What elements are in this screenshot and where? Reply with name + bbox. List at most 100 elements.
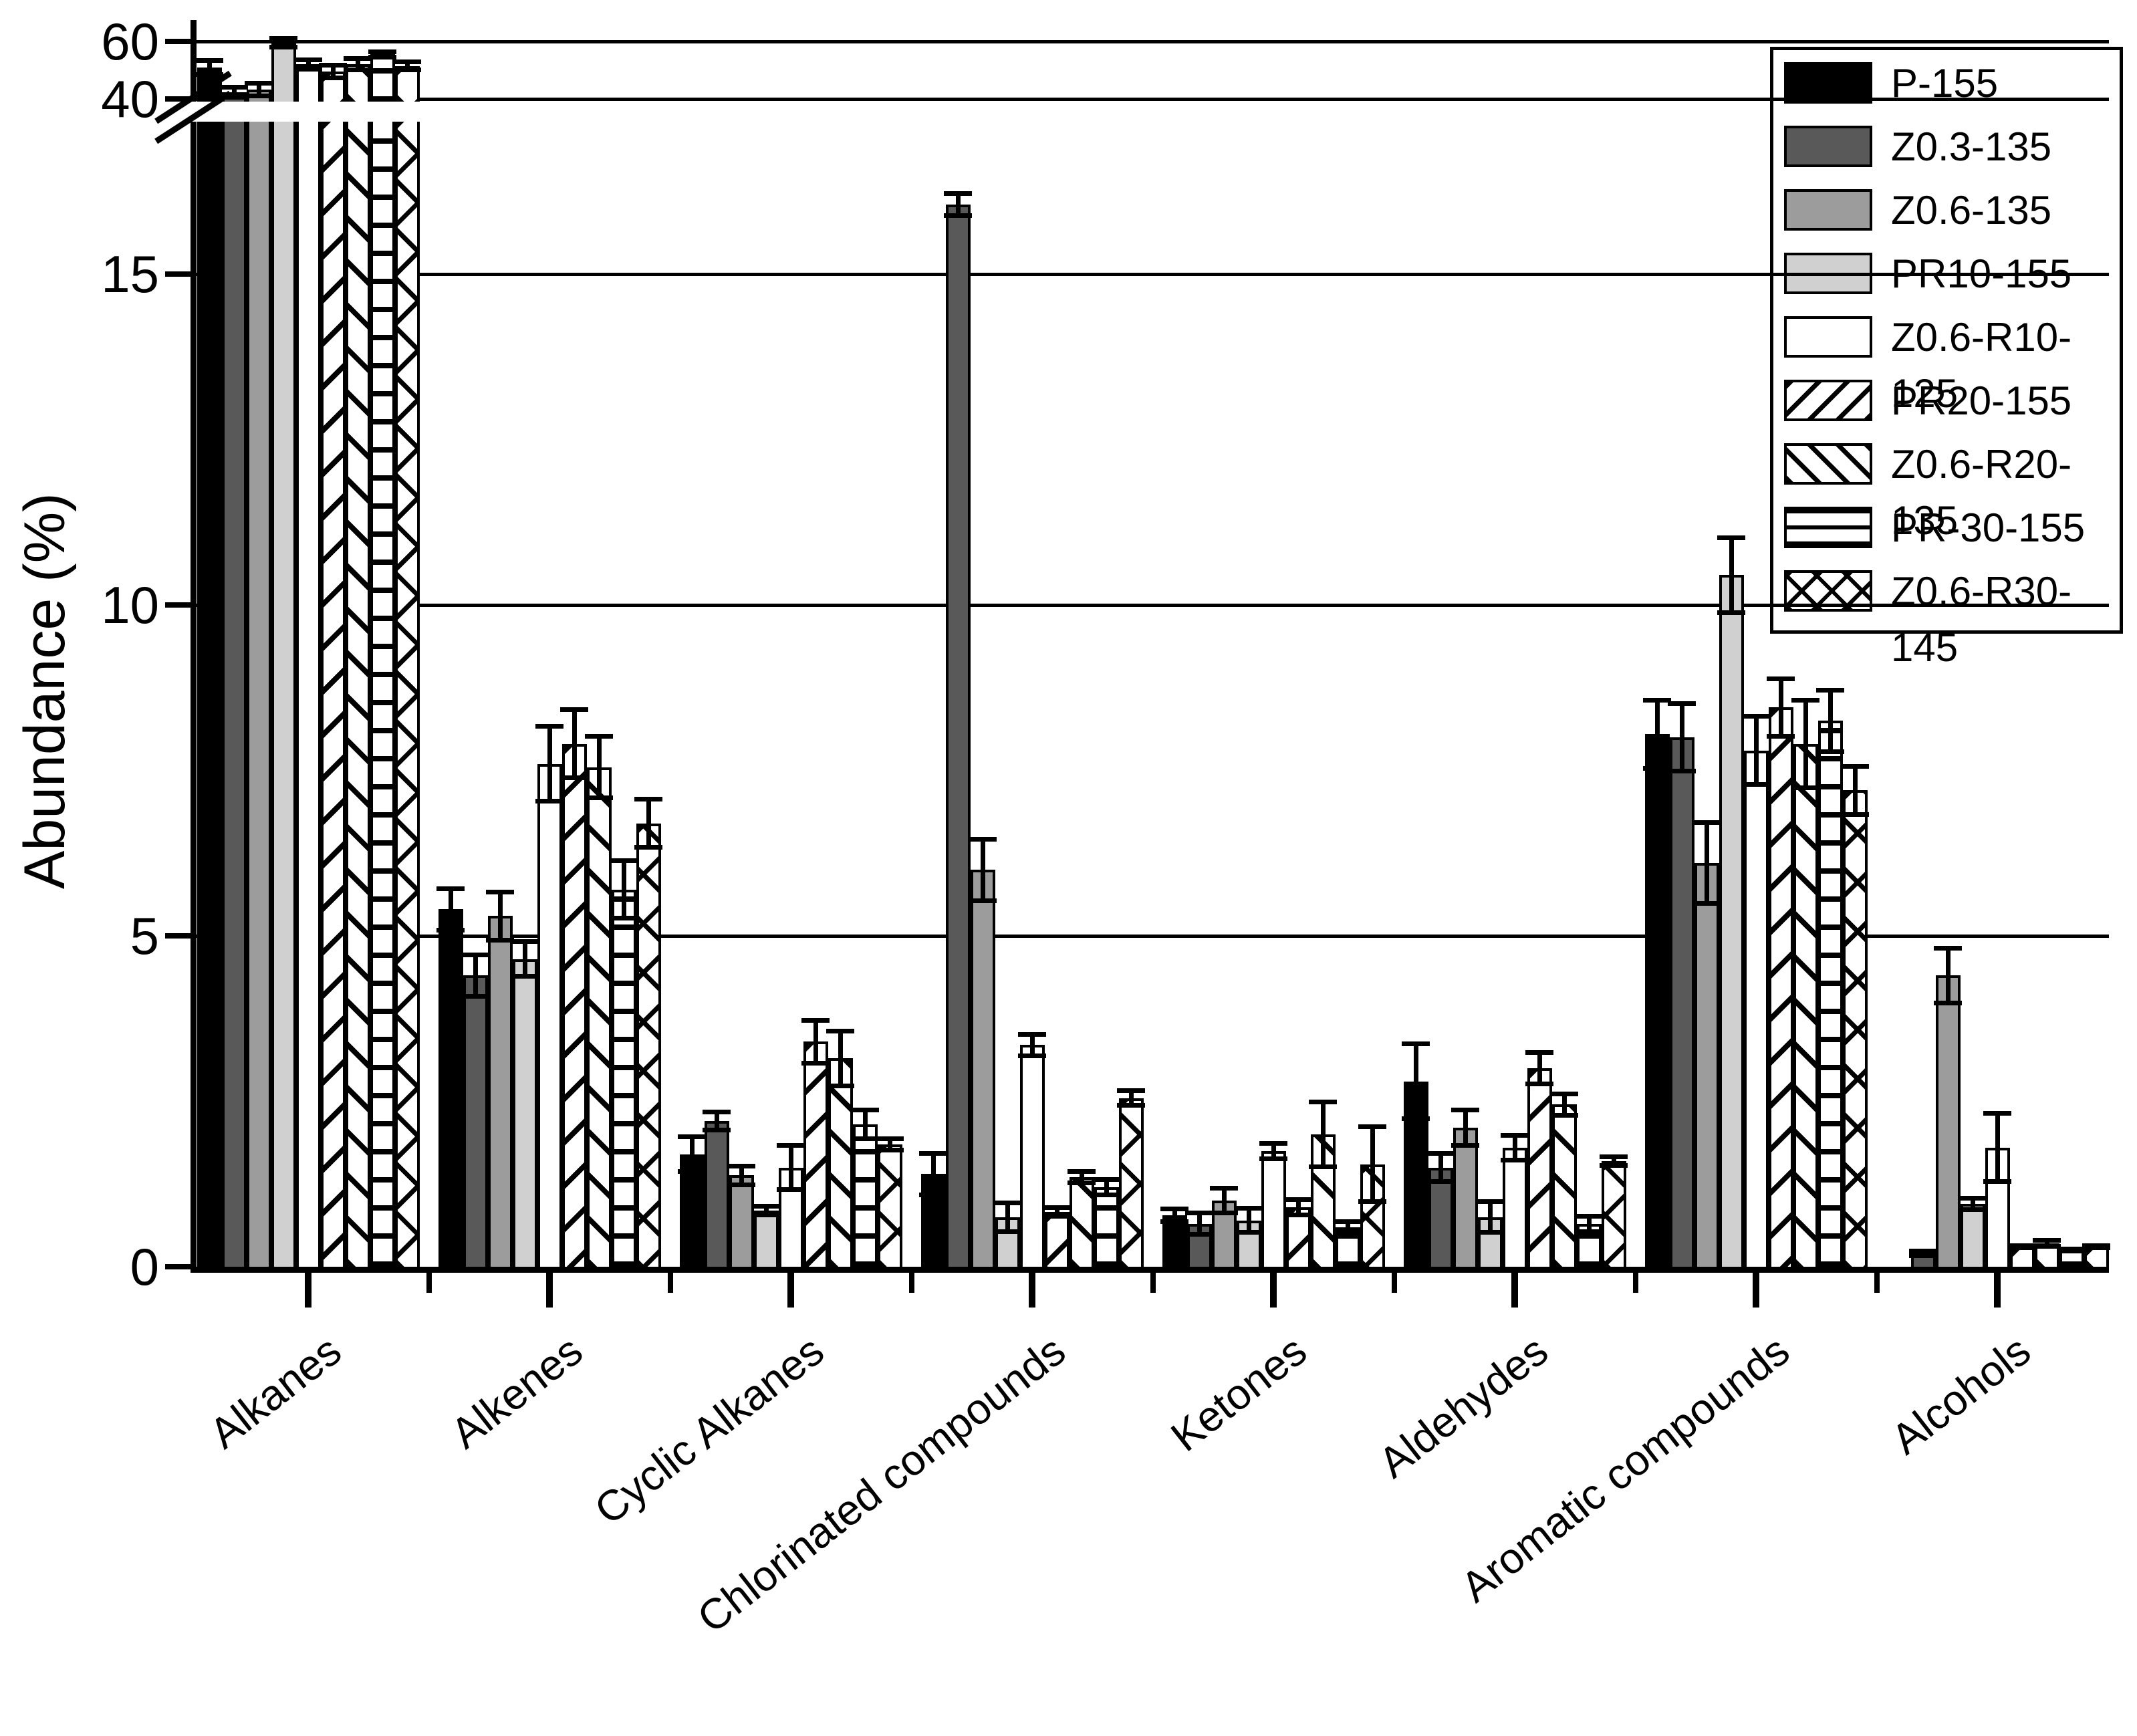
error-bar-cap [1643,765,1671,771]
error-bar-cap [1668,769,1696,774]
error-bar-stem [1754,714,1759,787]
error-bar-cap [1742,714,1770,719]
error-bar-stem [572,707,577,781]
error-bar-cap [1309,1099,1337,1104]
error-bar-cap [393,68,421,73]
gridline [191,604,2109,607]
error-bar-cap [993,1229,1021,1234]
bar [1743,750,1769,1267]
gridline [191,40,2109,43]
error-bar-stem [690,1134,695,1174]
error-bar-cap [1067,1181,1096,1186]
x-category-label: Ketones [1162,1326,1315,1461]
error-bar-cap [969,836,997,842]
error-bar-cap [1717,610,1745,615]
error-bar-cap [1909,1253,1937,1259]
error-bar-stem [405,59,410,73]
error-bar-cap [876,1147,904,1152]
bar [1985,1147,2010,1267]
y-tick [165,271,192,277]
legend-item: PR20-155 [1773,373,2120,432]
error-bar-cap [1210,1186,1238,1191]
bar-lower-segment [345,122,370,1267]
bar-lower-segment [271,122,296,1267]
bar [753,1210,779,1267]
error-bar-cap [1767,676,1795,681]
bar [995,1217,1020,1267]
error-bar-stem [547,724,552,803]
error-bar-stem [1030,1031,1035,1059]
error-bar-cap [1983,1111,2011,1116]
legend-swatch-icon [1784,126,1872,167]
error-bar-cap [220,85,248,90]
error-bar-cap [1525,1081,1553,1086]
error-bar-cap [703,1110,731,1115]
error-bar-cap [461,994,489,999]
y-tick [165,602,192,608]
x-category-label: Cyclic Alkanes [586,1326,833,1534]
bar [945,205,971,1267]
error-bar-cap [1043,1213,1071,1219]
y-tick-label: 0 [130,1237,159,1296]
error-bar-cap [195,72,223,77]
y-axis-line [191,122,197,1273]
error-bar-cap [368,55,396,60]
error-bar-cap [1767,733,1795,739]
error-bar-cap [195,57,223,63]
error-bar-cap [245,80,273,86]
error-bar-cap [585,795,613,801]
error-bar-cap [634,797,662,802]
error-bar-cap [1185,1232,1213,1237]
bar-lower-segment [370,122,395,1267]
error-bar-cap [919,1150,947,1156]
error-bar-cap [1717,535,1745,541]
x-major-tick [1511,1273,1518,1308]
error-bar-cap [245,93,273,98]
error-bar-stem [715,1110,719,1133]
error-bar-cap [1575,1213,1603,1219]
error-bar-cap [560,707,588,713]
error-bar-stem [1222,1186,1227,1215]
error-bar-cap [801,1017,830,1023]
bar-lower-segment [394,122,420,1267]
x-major-tick [1270,1273,1277,1308]
bar [487,916,513,1267]
bar [1694,863,1719,1267]
bar [512,959,537,1267]
error-bar-cap [1284,1197,1312,1203]
bar [1793,743,1818,1267]
error-bar-stem [380,49,385,60]
error-bar-cap [1643,697,1671,703]
error-bar-stem [931,1150,936,1198]
bar [1768,707,1793,1267]
error-bar-cap [752,1212,780,1217]
y-tick-label: 15 [101,245,159,303]
x-minor-tick [1632,1273,1638,1293]
error-bar-cap [1117,1088,1145,1093]
y-tick [165,39,192,44]
error-bar-stem [1370,1124,1375,1204]
bar-lower-segment [246,122,271,1267]
error-bar-cap [826,1083,854,1088]
error-bar-cap [1668,701,1696,706]
bar-lower-segment [295,122,321,1267]
error-bar-stem [1853,763,1858,817]
bar [1094,1187,1119,1267]
error-bar-cap [294,67,322,72]
bar [877,1144,902,1267]
error-bar-cap [610,916,638,921]
legend-item: Z0.6-R30-145 [1773,564,2120,670]
bar [1527,1068,1552,1267]
x-category-label: Alcohols [1882,1326,2039,1464]
error-bar-cap [560,775,588,781]
error-bar-cap [944,213,972,218]
error-bar-cap [1334,1219,1362,1224]
error-bar-cap [1791,785,1819,791]
bar [729,1175,754,1267]
y-tick-label: 40 [101,70,159,128]
error-bar-stem [1680,701,1684,774]
error-bar-stem [257,80,261,98]
bar [1719,575,1744,1267]
legend-swatch-icon [1784,507,1872,548]
